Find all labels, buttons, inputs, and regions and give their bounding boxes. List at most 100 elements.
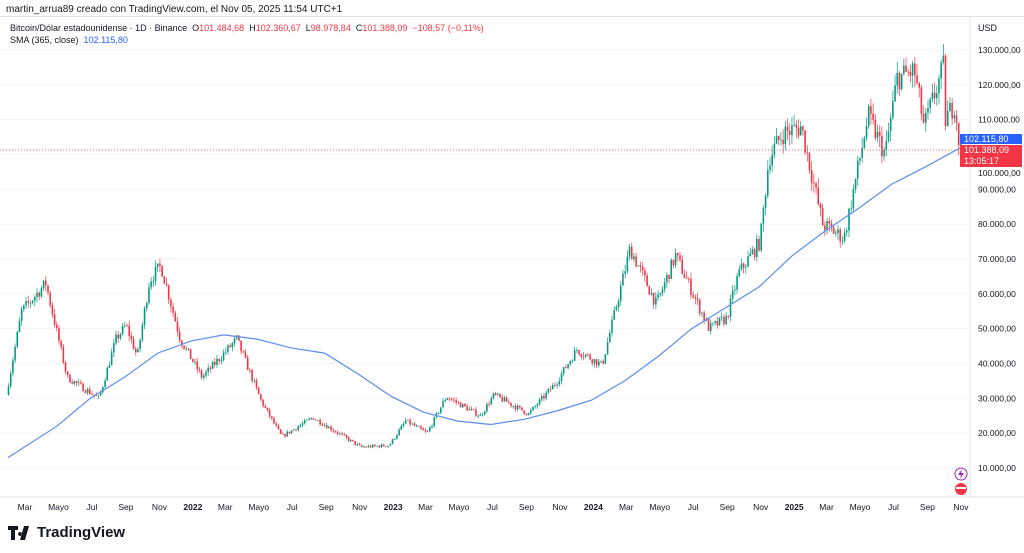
price-chart[interactable]: USD 10.000,00 20.000,00 30.000,00 40.000,00… xyxy=(0,0,1024,520)
candle xyxy=(723,314,725,327)
candle xyxy=(707,317,710,332)
candle xyxy=(753,247,756,261)
x-tick-label: Mar xyxy=(218,502,233,512)
candle xyxy=(450,397,453,401)
currency-label[interactable]: USD xyxy=(978,23,998,33)
candle xyxy=(113,339,115,358)
x-tick-label: 2023 xyxy=(384,502,403,512)
lightning-icon[interactable] xyxy=(954,467,968,481)
candle xyxy=(172,302,174,318)
candle xyxy=(622,269,624,286)
candle xyxy=(475,406,477,418)
candle xyxy=(731,285,734,304)
candle xyxy=(12,357,14,377)
candle xyxy=(53,309,56,328)
candle xyxy=(45,276,47,292)
y-tick-label: 90.000,00 xyxy=(978,184,1016,194)
x-tick-label: Jul xyxy=(487,502,498,512)
candle xyxy=(856,155,859,186)
candle xyxy=(595,358,598,369)
flag-icon[interactable] xyxy=(955,483,967,495)
candle xyxy=(745,263,747,274)
candle xyxy=(398,427,400,437)
candle xyxy=(97,394,100,399)
candle xyxy=(374,443,376,447)
sma-line: SMA (365, close) 102.115,80 xyxy=(10,34,484,46)
candle xyxy=(126,323,128,327)
candle xyxy=(277,423,280,430)
candle xyxy=(639,261,642,273)
candle xyxy=(209,365,212,373)
candle xyxy=(273,416,275,425)
candle xyxy=(916,64,918,85)
candle xyxy=(183,345,185,351)
candle xyxy=(549,386,552,392)
candle xyxy=(73,380,76,386)
candle xyxy=(446,397,449,401)
candle xyxy=(306,419,308,421)
candle xyxy=(903,58,905,76)
candle xyxy=(264,403,267,409)
tradingview-logo[interactable]: TradingView xyxy=(8,524,125,541)
candle xyxy=(630,242,633,260)
candle xyxy=(929,97,931,114)
candle xyxy=(935,85,938,106)
candle xyxy=(18,317,21,333)
candle xyxy=(797,119,800,139)
candle xyxy=(661,285,664,297)
candle xyxy=(222,349,225,362)
x-tick-label: 2025 xyxy=(785,502,804,512)
candle xyxy=(356,442,359,447)
candle xyxy=(771,145,773,172)
candle xyxy=(519,404,521,410)
candle xyxy=(124,321,126,328)
candle xyxy=(185,345,188,352)
candle xyxy=(128,320,130,342)
symbol-title[interactable]: Bitcoin/Dólar estadounidense · 1D · Bina… xyxy=(10,23,188,33)
candle xyxy=(780,131,782,146)
candle xyxy=(571,359,574,363)
candle xyxy=(920,84,923,121)
candle xyxy=(878,125,881,147)
candle xyxy=(371,443,374,448)
candle xyxy=(88,386,91,395)
candle xyxy=(885,130,888,157)
candle xyxy=(110,348,113,366)
candle xyxy=(411,422,414,425)
candle xyxy=(481,412,484,417)
candle xyxy=(137,346,139,353)
candle xyxy=(352,439,354,442)
candle xyxy=(455,397,457,406)
candle xyxy=(821,203,824,226)
candle xyxy=(492,392,495,400)
low-label: L xyxy=(305,23,311,33)
candle xyxy=(400,424,403,430)
candle xyxy=(459,401,462,408)
candle xyxy=(121,322,124,336)
candle xyxy=(832,224,835,235)
candle xyxy=(369,444,372,449)
candle xyxy=(788,123,791,146)
chart-frame[interactable] xyxy=(0,16,1024,517)
candle xyxy=(325,422,328,429)
candle xyxy=(246,354,249,371)
sma-label[interactable]: SMA (365, close) xyxy=(10,35,79,45)
candle xyxy=(176,317,179,337)
candle xyxy=(257,387,260,395)
candle xyxy=(20,306,23,326)
x-tick-label: 2024 xyxy=(584,502,603,512)
candle xyxy=(843,228,846,244)
candle xyxy=(141,321,144,343)
y-tick-label: 120.000,00 xyxy=(978,80,1021,90)
candle xyxy=(426,430,429,433)
candle xyxy=(674,248,677,269)
candle xyxy=(600,360,602,363)
candle xyxy=(196,357,199,374)
candle xyxy=(174,310,177,322)
candle xyxy=(933,82,936,105)
candle xyxy=(310,417,313,420)
candle xyxy=(448,397,451,402)
candle xyxy=(150,277,152,291)
candle xyxy=(38,291,41,301)
candle xyxy=(804,129,806,155)
